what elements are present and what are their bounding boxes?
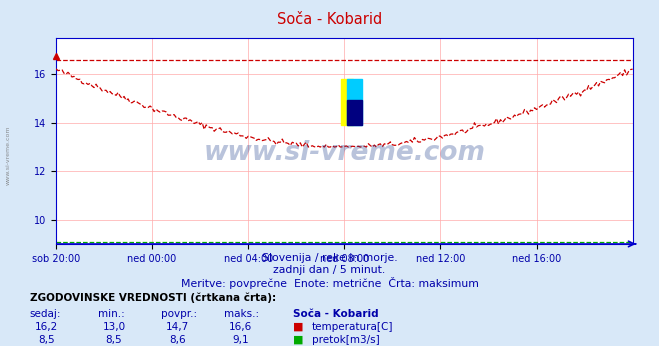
- Text: Soča - Kobarid: Soča - Kobarid: [277, 12, 382, 27]
- Text: ■: ■: [293, 335, 304, 345]
- Text: www.si-vreme.com: www.si-vreme.com: [6, 126, 11, 185]
- Text: Soča - Kobarid: Soča - Kobarid: [293, 309, 379, 319]
- Text: povpr.:: povpr.:: [161, 309, 198, 319]
- Text: 13,0: 13,0: [102, 322, 126, 332]
- Bar: [347, 100, 362, 125]
- Text: ZGODOVINSKE VREDNOSTI (črtkana črta):: ZGODOVINSKE VREDNOSTI (črtkana črta):: [30, 292, 275, 303]
- Text: 9,1: 9,1: [232, 335, 249, 345]
- Text: 8,5: 8,5: [105, 335, 123, 345]
- Bar: [347, 79, 362, 125]
- Text: min.:: min.:: [98, 309, 125, 319]
- Text: sedaj:: sedaj:: [30, 309, 61, 319]
- Text: Slovenija / reke in morje.: Slovenija / reke in morje.: [262, 253, 397, 263]
- Text: 16,6: 16,6: [229, 322, 252, 332]
- Text: temperatura[C]: temperatura[C]: [312, 322, 393, 332]
- Text: Meritve: povprečne  Enote: metrične  Črta: maksimum: Meritve: povprečne Enote: metrične Črta:…: [181, 277, 478, 289]
- Text: 8,5: 8,5: [38, 335, 55, 345]
- Text: ■: ■: [293, 322, 304, 332]
- Bar: [341, 79, 353, 125]
- Text: pretok[m3/s]: pretok[m3/s]: [312, 335, 380, 345]
- Text: www.si-vreme.com: www.si-vreme.com: [204, 140, 485, 166]
- Text: zadnji dan / 5 minut.: zadnji dan / 5 minut.: [273, 265, 386, 275]
- Text: 14,7: 14,7: [166, 322, 190, 332]
- Text: 16,2: 16,2: [34, 322, 58, 332]
- Text: maks.:: maks.:: [224, 309, 259, 319]
- Text: 8,6: 8,6: [169, 335, 186, 345]
